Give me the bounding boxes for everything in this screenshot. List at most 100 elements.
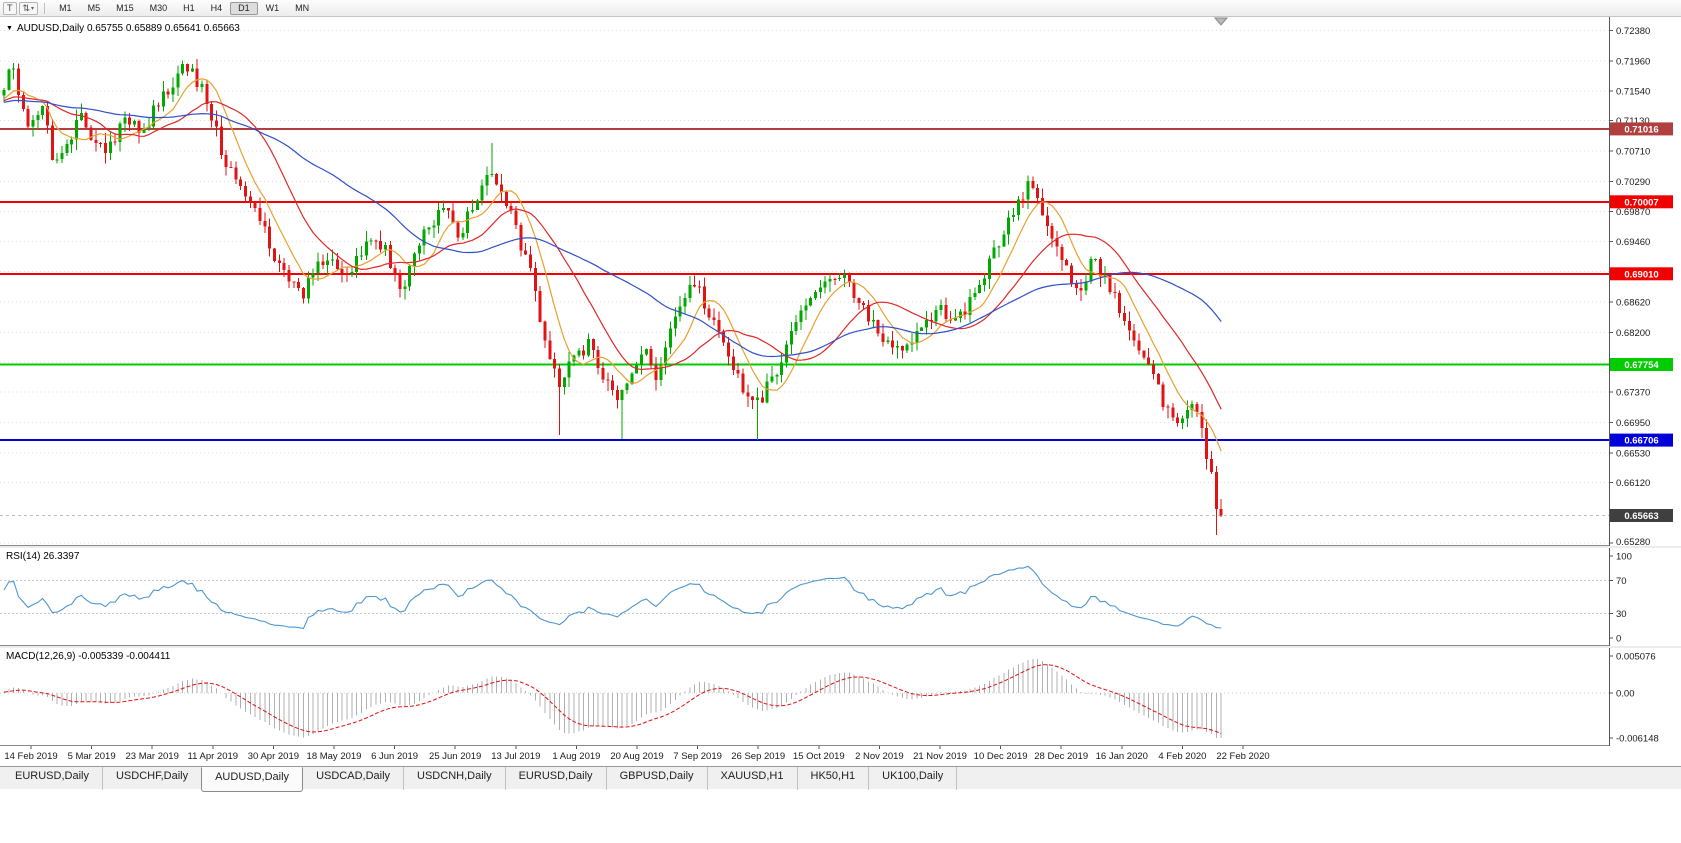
rsi-axis: 100 70 30 0 [0, 548, 1632, 646]
svg-text:70: 70 [1616, 576, 1627, 587]
svg-text:5 Mar 2019: 5 Mar 2019 [68, 751, 116, 762]
macd-label: MACD(12,26,9) -0.005339 -0.004411 [6, 651, 171, 662]
svg-text:16 Jan 2020: 16 Jan 2020 [1096, 751, 1148, 762]
panel-splitter[interactable] [0, 646, 1681, 648]
macd-canvas[interactable]: 0.005076 0.00 -0.006148 [0, 648, 1681, 746]
cursor-tools-button[interactable]: ⇅ ▾ [18, 1, 39, 15]
svg-text:11 Apr 2019: 11 Apr 2019 [188, 751, 239, 762]
svg-text:15 Oct 2019: 15 Oct 2019 [793, 751, 845, 762]
timeframe-button-d1[interactable]: D1 [230, 1, 258, 15]
price-axis: 0.72380 0.71960 0.71540 0.71130 0.70710 0.702… [0, 16, 1650, 546]
chart-tab-6-gbpusd-daily[interactable]: GBPUSD,Daily [607, 767, 708, 790]
svg-text:0.71130: 0.71130 [1616, 116, 1650, 127]
svg-text:30: 30 [1616, 609, 1627, 620]
svg-text:0.67370: 0.67370 [1616, 388, 1650, 399]
chart-tab-2-audusd-daily[interactable]: AUDUSD,Daily [201, 767, 304, 792]
svg-text:0.66706: 0.66706 [1624, 436, 1658, 447]
rsi-label: RSI(14) 26.3397 [6, 551, 80, 562]
moving-average-lines [3, 78, 1222, 452]
macd-axis: 0.005076 0.00 -0.006148 [0, 648, 1659, 746]
rsi-line [3, 565, 1222, 630]
timeframe-toolbar: M1 M5 M15 M30 H1 H4 D1 W1 MN [51, 1, 317, 15]
chart-tool-button[interactable]: T [3, 1, 17, 15]
svg-text:0.67754: 0.67754 [1624, 360, 1659, 371]
top-toolbar: T ⇅ ▾ M1 M5 M15 M30 H1 H4 D1 W1 MN [0, 0, 1681, 17]
candlesticks [2, 58, 1223, 536]
svg-text:0.71960: 0.71960 [1616, 56, 1650, 67]
svg-text:21 Nov 2019: 21 Nov 2019 [913, 751, 967, 762]
dropdown-caret-icon: ▾ [31, 5, 35, 12]
chart-tab-0-eurusd-daily[interactable]: EURUSD,Daily [2, 767, 103, 790]
chart-tab-1-usdchf-daily[interactable]: USDCHF,Daily [103, 767, 203, 790]
expander-icon[interactable]: ▼ [6, 25, 13, 32]
svg-text:0.69870: 0.69870 [1616, 207, 1650, 218]
chart-tab-4-usdcnh-daily[interactable]: USDCNH,Daily [404, 767, 506, 790]
svg-text:26 Sep 2019: 26 Sep 2019 [731, 751, 785, 762]
svg-text:0: 0 [1616, 634, 1621, 645]
svg-text:10 Dec 2019: 10 Dec 2019 [974, 751, 1028, 762]
price-gridlines [0, 29, 1609, 544]
macd-histogram [3, 658, 1222, 738]
chart-tab-3-usdcad-daily[interactable]: USDCAD,Daily [303, 767, 405, 790]
svg-text:14 Feb 2019: 14 Feb 2019 [4, 751, 57, 762]
svg-text:1 Aug 2019: 1 Aug 2019 [552, 751, 600, 762]
horizontal-level-lines[interactable] [0, 127, 1609, 442]
chart-shift-marker[interactable] [1213, 17, 1229, 26]
svg-text:18 May 2019: 18 May 2019 [307, 751, 362, 762]
svg-text:0.66120: 0.66120 [1616, 478, 1650, 489]
price-level-badge: 0.69010 [1610, 267, 1673, 281]
timeframe-button-h1[interactable]: H1 [175, 2, 203, 15]
svg-text:23 Mar 2019: 23 Mar 2019 [126, 751, 179, 762]
svg-text:0.00: 0.00 [1616, 689, 1635, 700]
rsi-panel[interactable]: RSI(14) 26.3397 100 70 30 0 [0, 548, 1681, 646]
svg-text:22 Feb 2020: 22 Feb 2020 [1216, 751, 1269, 762]
chart-title-text: AUDUSD,Daily 0.65755 0.65889 0.65641 0.6… [16, 23, 240, 34]
timeframe-button-m5[interactable]: M5 [80, 2, 109, 15]
svg-text:6 Jun 2019: 6 Jun 2019 [371, 751, 418, 762]
svg-text:-0.006148: -0.006148 [1616, 734, 1659, 745]
timeframe-button-h4[interactable]: H4 [203, 2, 231, 15]
svg-text:0.72380: 0.72380 [1616, 26, 1650, 37]
svg-text:7 Sep 2019: 7 Sep 2019 [673, 751, 722, 762]
rsi-canvas[interactable]: 100 70 30 0 [0, 548, 1681, 646]
svg-text:0.70007: 0.70007 [1624, 197, 1658, 208]
chart-tab-9-uk100-daily[interactable]: UK100,Daily [869, 767, 958, 790]
timeframe-button-m30[interactable]: M30 [142, 2, 176, 15]
svg-text:0.68200: 0.68200 [1616, 328, 1650, 339]
arrows-icon: ⇅ [22, 2, 31, 13]
price-level-badge: 0.67754 [1610, 358, 1673, 371]
svg-text:25 Jun 2019: 25 Jun 2019 [429, 751, 481, 762]
svg-text:0.005076: 0.005076 [1616, 652, 1656, 663]
price-level-badge: 0.66706 [1610, 433, 1673, 447]
chart-tool-icon: T [7, 3, 13, 13]
svg-text:0.70710: 0.70710 [1616, 147, 1650, 158]
price-level-badge: 0.65663 [1610, 509, 1673, 522]
chart-tab-8-hk50-h1[interactable]: HK50,H1 [798, 767, 870, 790]
toolbar-separator [44, 2, 46, 14]
svg-text:0.70290: 0.70290 [1616, 177, 1650, 188]
chart-tab-5-eurusd-daily[interactable]: EURUSD,Daily [506, 767, 607, 790]
svg-text:0.65280: 0.65280 [1616, 537, 1650, 546]
timeframe-button-m1[interactable]: M1 [51, 2, 80, 15]
svg-text:30 Apr 2019: 30 Apr 2019 [248, 751, 299, 762]
svg-text:0.66530: 0.66530 [1616, 448, 1650, 459]
svg-text:20 Aug 2019: 20 Aug 2019 [610, 751, 663, 762]
svg-text:100: 100 [1616, 552, 1632, 563]
svg-text:4 Feb 2020: 4 Feb 2020 [1158, 751, 1206, 762]
svg-text:0.69010: 0.69010 [1624, 269, 1658, 280]
price-level-badge: 0.71016 [1610, 122, 1673, 136]
svg-text:0.66950: 0.66950 [1616, 418, 1650, 429]
macd-panel[interactable]: MACD(12,26,9) -0.005339 -0.004411 0.0050… [0, 648, 1681, 746]
svg-text:13 Jul 2019: 13 Jul 2019 [491, 751, 540, 762]
price-chart-panel[interactable]: ▼ AUDUSD,Daily 0.65755 0.65889 0.65641 0… [0, 16, 1681, 546]
timeframe-button-m15[interactable]: M15 [108, 2, 142, 15]
timeframe-button-w1[interactable]: W1 [258, 2, 288, 15]
price-chart-canvas[interactable]: 0.72380 0.71960 0.71540 0.71130 0.70710 0.702… [0, 16, 1681, 546]
chart-tab-7-xauusd-h1[interactable]: XAUUSD,H1 [708, 767, 798, 790]
svg-text:28 Dec 2019: 28 Dec 2019 [1034, 751, 1088, 762]
date-axis-canvas: 14 Feb 2019 5 Mar 2019 23 Mar 2019 11 Apr 2… [4, 746, 1270, 762]
timeframe-button-mn[interactable]: MN [287, 2, 317, 15]
date-axis: 14 Feb 2019 5 Mar 2019 23 Mar 2019 11 Apr 2… [0, 746, 1681, 766]
panel-splitter[interactable] [0, 546, 1681, 548]
